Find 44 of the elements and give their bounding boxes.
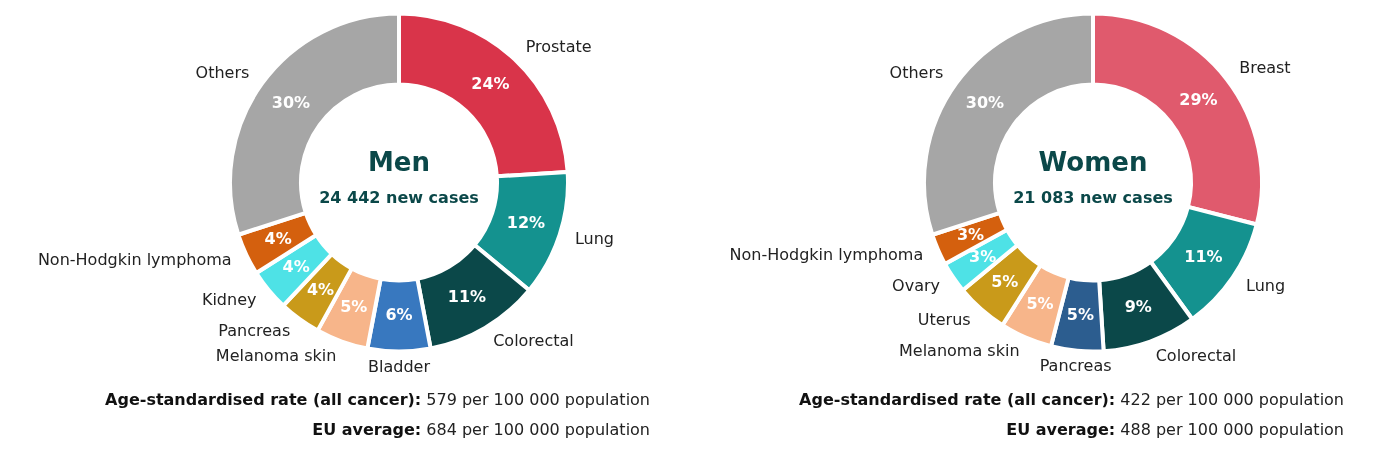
text: Women (1038, 147, 1148, 178)
slice-label: Ovary (892, 275, 940, 295)
slice-label: Bladder (368, 356, 431, 376)
data-label: 30% (271, 93, 311, 113)
data-label: 5% (340, 297, 368, 317)
data-label: 29% (1179, 89, 1218, 109)
slice-label: Breast (1239, 58, 1291, 78)
text: Age-standardised rate (all cancer): 579 per 100 000 population (104, 389, 650, 411)
data-label: 12% (506, 212, 546, 232)
slice-label: Colorectal (493, 330, 574, 350)
slice-label: Prostate (525, 36, 592, 56)
data-label: 3% (956, 224, 985, 244)
text: EU average: 684 per 100 000 population (311, 419, 650, 441)
slice-label: Others (195, 62, 250, 82)
data-label: 5% (1026, 294, 1054, 314)
text: 24 442 new cases (319, 187, 479, 207)
data-label: 4% (264, 228, 292, 248)
data-label: 3% (968, 246, 997, 266)
text: Men (367, 147, 431, 178)
data-label: 6% (385, 305, 413, 325)
data-label: 24% (471, 74, 510, 94)
slice-label: Lung (1246, 275, 1286, 295)
data-label: 4% (282, 256, 310, 276)
data-label: 5% (1066, 304, 1095, 324)
data-label: 11% (447, 286, 487, 306)
slice-label: Lung (574, 228, 615, 248)
slice-label: Melanoma skin (215, 345, 337, 365)
slice-label: Pancreas (218, 321, 291, 341)
text: 21 083 new cases (1013, 187, 1173, 207)
data-label: 9% (1124, 297, 1152, 317)
slice-label: Colorectal (1155, 345, 1237, 365)
data-label: 5% (991, 271, 1019, 291)
data-label: 11% (1184, 246, 1223, 266)
data-label: 30% (965, 93, 1005, 113)
slice-label: Kidney (201, 289, 257, 309)
text: Age-standardised rate (all cancer): 422 per 100 000 population (798, 389, 1344, 411)
data-label: 4% (306, 279, 335, 299)
slice-label: Melanoma skin (899, 341, 1020, 361)
slice-label: Non-Hodgkin lymphoma (729, 245, 924, 265)
slice-label: Non-Hodgkin lymphoma (37, 250, 232, 270)
slice-label: Uterus (917, 310, 971, 330)
text: EU average: 488 per 100 000 population (1005, 419, 1344, 441)
slice-label: Others (889, 62, 944, 82)
slice-label: Pancreas (1039, 355, 1112, 375)
